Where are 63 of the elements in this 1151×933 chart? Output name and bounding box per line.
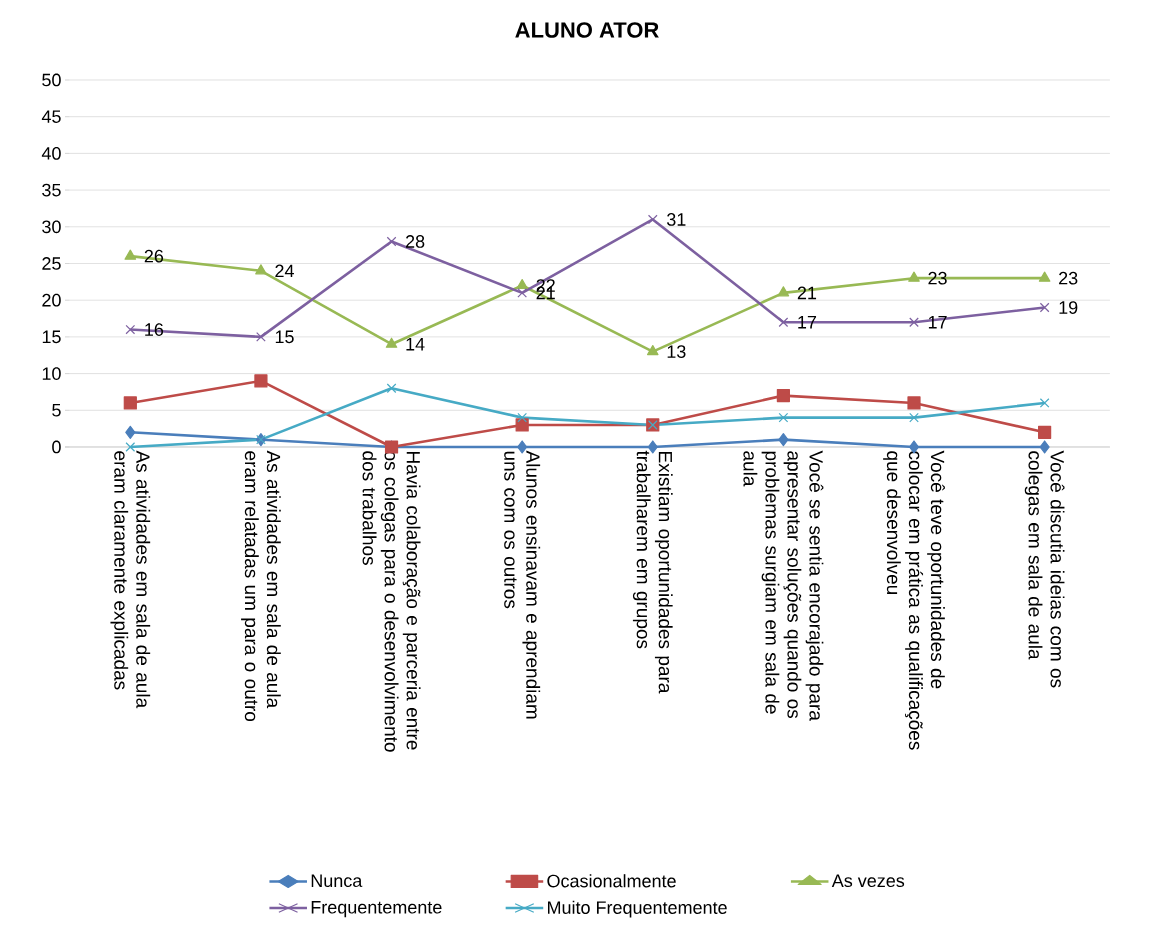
data-label: 19 bbox=[1059, 301, 1078, 314]
legend-label: Nunca bbox=[311, 874, 363, 888]
point bbox=[1038, 425, 1052, 439]
point bbox=[908, 271, 920, 282]
legend-label: Muito Frequentemente bbox=[548, 900, 727, 918]
y-tick-label: 0 bbox=[52, 440, 61, 454]
y-tick-label: 50 bbox=[42, 73, 61, 87]
legend-label: Ocasionalmente bbox=[547, 874, 676, 888]
legend-label: Frequentemente bbox=[311, 901, 442, 918]
point bbox=[778, 317, 789, 328]
data-label: 28 bbox=[405, 235, 425, 248]
point bbox=[647, 214, 658, 225]
point bbox=[517, 440, 528, 454]
x-tick-label: As atividades em sala de aula eram relatadas um para o outro bbox=[241, 450, 281, 722]
point bbox=[1039, 398, 1050, 408]
data-label: 15 bbox=[275, 330, 294, 344]
data-label: 31 bbox=[667, 213, 686, 226]
point bbox=[909, 412, 919, 423]
data-label: 13 bbox=[667, 345, 686, 358]
x-tick-label: Você se sentia encorajado para apresentar soluções quando os problemas surgiam em sala de aula bbox=[743, 450, 824, 721]
x-tick-label: Você discutia ideias com os colegas em sala de aula bbox=[1024, 450, 1065, 688]
point bbox=[517, 288, 527, 298]
legend-label: As vezes bbox=[831, 874, 905, 888]
point bbox=[256, 332, 266, 342]
y-tick-label: 30 bbox=[42, 220, 61, 234]
data-label: 23 bbox=[1059, 271, 1078, 285]
y-tick-label: 35 bbox=[42, 183, 61, 197]
point bbox=[778, 433, 789, 447]
point bbox=[516, 278, 528, 290]
y-tick-label: 10 bbox=[42, 367, 61, 380]
chart-title: ALUNO ATOR bbox=[515, 22, 659, 38]
point bbox=[907, 396, 921, 410]
data-label: 24 bbox=[275, 264, 294, 278]
point bbox=[909, 317, 919, 328]
point bbox=[776, 389, 790, 403]
point bbox=[125, 324, 136, 335]
point bbox=[124, 249, 137, 260]
point bbox=[255, 264, 267, 275]
x-tick-label: Existiam oportunidades para trabalharem em grupos bbox=[632, 450, 673, 694]
y-tick-label: 40 bbox=[41, 147, 61, 160]
point bbox=[125, 442, 136, 452]
point bbox=[517, 412, 527, 423]
x-tick-label: Alunos ensinavam e aprendiam uns com os outros bbox=[504, 450, 541, 719]
point bbox=[254, 374, 268, 388]
point bbox=[515, 418, 529, 432]
point bbox=[646, 344, 659, 356]
y-tick-label: 20 bbox=[42, 293, 61, 307]
y-tick-label: 25 bbox=[42, 257, 61, 270]
point bbox=[385, 337, 398, 348]
y-tick-label: 45 bbox=[41, 110, 61, 123]
point bbox=[778, 412, 789, 423]
y-tick-label: 5 bbox=[52, 404, 61, 417]
data-label: 14 bbox=[406, 338, 425, 351]
point bbox=[1038, 271, 1051, 282]
point bbox=[386, 236, 397, 247]
data-label: 23 bbox=[928, 271, 947, 285]
point bbox=[125, 425, 136, 439]
x-tick-label: As atividades em sala de aula eram claramente explicadas bbox=[110, 450, 151, 709]
point bbox=[386, 383, 397, 394]
point bbox=[123, 396, 137, 410]
y-tick-label: 15 bbox=[42, 330, 61, 344]
point bbox=[777, 286, 790, 297]
point bbox=[1039, 302, 1050, 313]
